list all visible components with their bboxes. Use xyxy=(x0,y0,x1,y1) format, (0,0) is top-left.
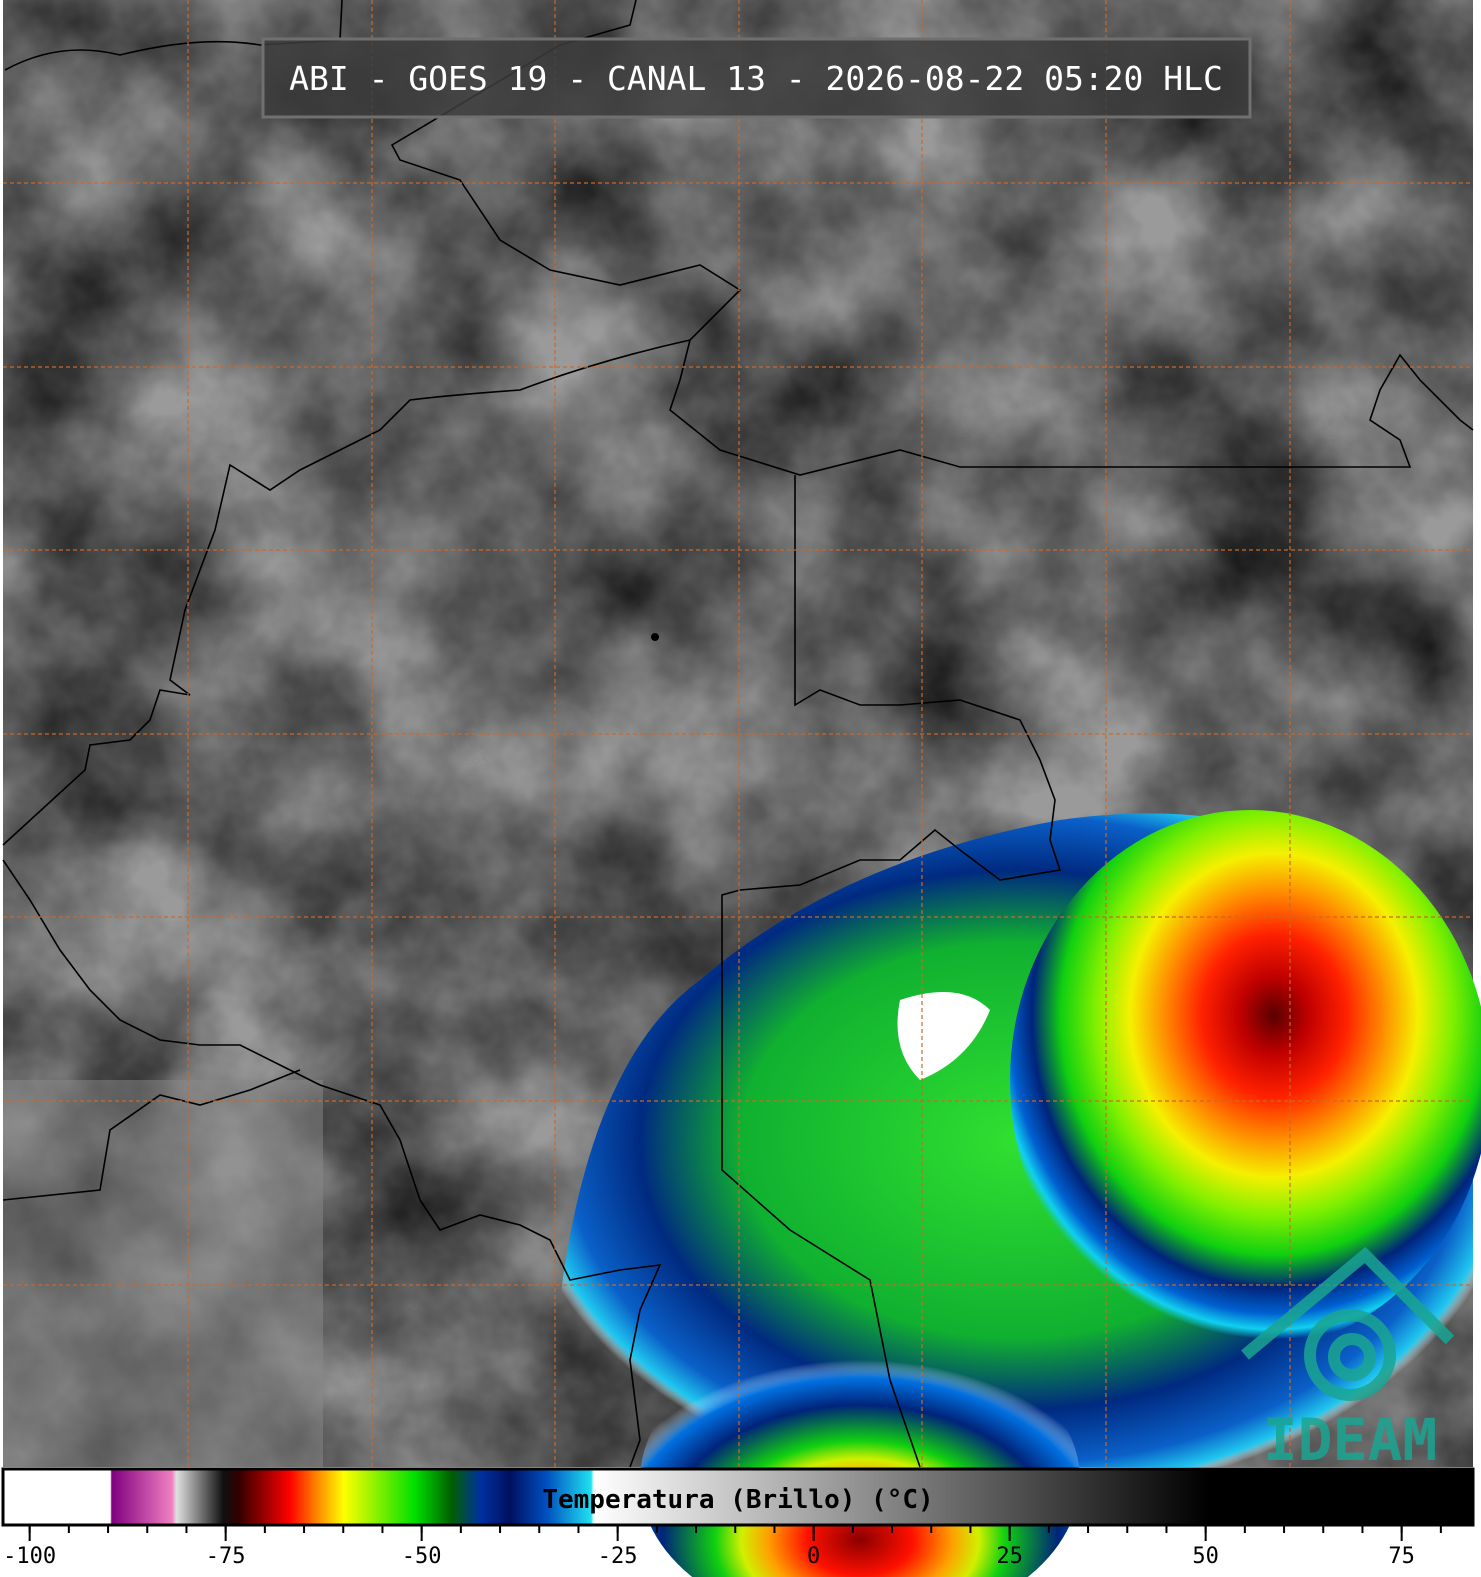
tick-label: -100 xyxy=(3,1544,56,1569)
title: ABI - GOES 19 - CANAL 13 - 2026-08-22 05… xyxy=(289,59,1223,98)
dark-region xyxy=(3,1080,323,1467)
colorbar xyxy=(1,1467,1475,1527)
colorbar-ticks: -100 -75 -50 -25 0 25 50 75 xyxy=(3,1525,1442,1569)
colorbar-label: Temperatura (Brillo) (°C) xyxy=(542,1485,933,1515)
borders xyxy=(2,0,1474,1468)
tick-label: 75 xyxy=(1388,1544,1415,1569)
tick-label: 50 xyxy=(1192,1544,1219,1569)
tick-label: 25 xyxy=(996,1544,1023,1569)
title-box xyxy=(261,37,1252,119)
tick-label: -75 xyxy=(206,1544,246,1569)
warm-patch xyxy=(897,992,990,1080)
tick-label: -50 xyxy=(402,1544,442,1569)
tick-label: -25 xyxy=(598,1544,638,1569)
city-marker xyxy=(651,633,659,641)
storm-core xyxy=(1010,810,1481,1350)
tick-label: 0 xyxy=(807,1544,820,1569)
logo-text: IDEAM xyxy=(1263,1406,1438,1474)
logo-mark xyxy=(1241,1246,1455,1401)
graticule xyxy=(3,0,1473,1467)
